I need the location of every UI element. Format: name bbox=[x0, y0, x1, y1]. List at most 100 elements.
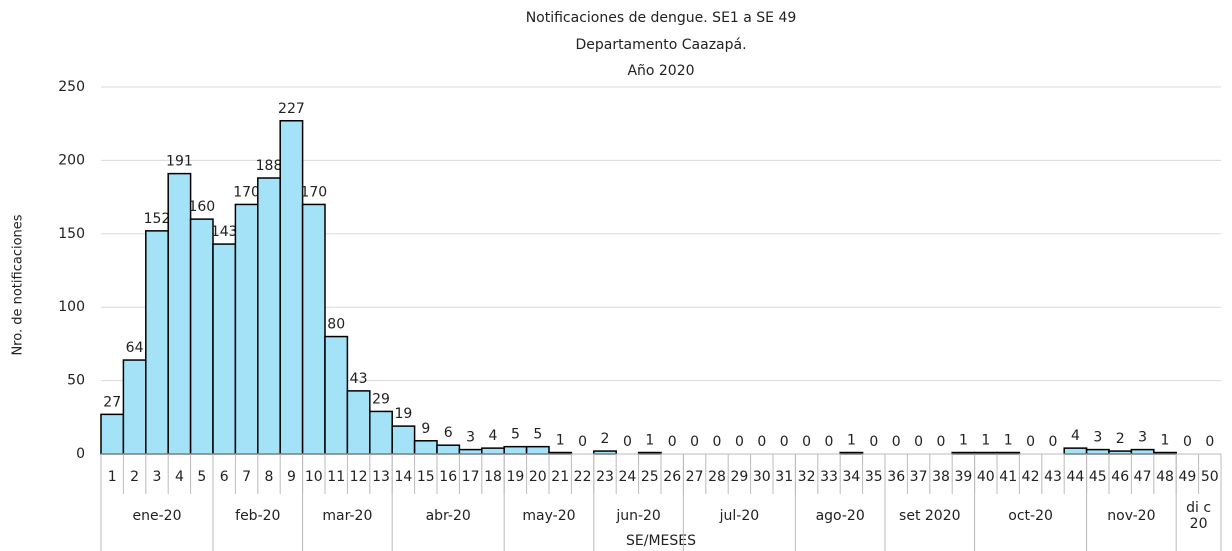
bar bbox=[1063, 447, 1088, 455]
x-tick-label: 20 bbox=[529, 469, 547, 485]
data-label: 1 bbox=[556, 433, 565, 449]
data-label: 2 bbox=[1116, 431, 1125, 447]
chart-title: Año 2020 bbox=[627, 63, 694, 79]
bar bbox=[391, 425, 416, 455]
x-tick-label: 24 bbox=[618, 469, 636, 485]
x-tick-label: 45 bbox=[1089, 469, 1107, 485]
data-label: 152 bbox=[144, 211, 171, 227]
x-tick-label: 21 bbox=[551, 469, 569, 485]
x-tick-label: 40 bbox=[977, 469, 995, 485]
data-label: 170 bbox=[300, 184, 327, 200]
data-label: 0 bbox=[713, 434, 722, 450]
x-tick-label: 33 bbox=[820, 469, 838, 485]
x-tick-label: 28 bbox=[708, 469, 726, 485]
data-label: 0 bbox=[668, 434, 677, 450]
x-tick-label: 11 bbox=[327, 469, 345, 485]
data-label: 0 bbox=[869, 434, 878, 450]
y-tick-label: 150 bbox=[58, 226, 85, 242]
x-tick-label: 34 bbox=[842, 469, 860, 485]
data-label: 1 bbox=[1161, 433, 1170, 449]
x-tick-label: 12 bbox=[350, 469, 368, 485]
x-axis-label: SE/MESES bbox=[626, 533, 696, 549]
data-label: 1 bbox=[981, 433, 990, 449]
data-label: 0 bbox=[735, 434, 744, 450]
bar bbox=[212, 243, 237, 455]
x-tick-label: 13 bbox=[372, 469, 390, 485]
bar bbox=[100, 413, 125, 455]
data-label: 0 bbox=[1026, 434, 1035, 450]
data-label: 0 bbox=[802, 434, 811, 450]
bar bbox=[436, 444, 461, 455]
data-label: 170 bbox=[233, 184, 260, 200]
data-label: 0 bbox=[825, 434, 834, 450]
data-label: 19 bbox=[394, 406, 412, 422]
data-label: 188 bbox=[256, 158, 283, 174]
data-label: 0 bbox=[757, 434, 766, 450]
y-tick-label: 100 bbox=[58, 299, 85, 315]
bar bbox=[1085, 448, 1110, 455]
month-label: feb-20 bbox=[235, 508, 281, 524]
data-label: 0 bbox=[690, 434, 699, 450]
bar bbox=[301, 203, 326, 455]
data-label: 0 bbox=[1205, 434, 1214, 450]
month-label: jul-20 bbox=[719, 508, 760, 524]
bar bbox=[369, 410, 393, 455]
data-label: 5 bbox=[533, 427, 542, 443]
x-tick-label: 23 bbox=[596, 469, 614, 485]
month-label: di c 20 bbox=[1186, 500, 1212, 532]
data-label: 191 bbox=[166, 154, 193, 170]
y-tick-label: 250 bbox=[58, 79, 85, 95]
bar bbox=[503, 445, 528, 455]
x-tick-label: 39 bbox=[954, 469, 972, 485]
bar bbox=[525, 445, 550, 455]
data-label: 227 bbox=[278, 101, 305, 117]
data-label: 4 bbox=[1071, 428, 1080, 444]
month-label: nov-20 bbox=[1107, 508, 1156, 524]
data-label: 0 bbox=[914, 434, 923, 450]
x-tick-label: 27 bbox=[686, 469, 704, 485]
x-tick-label: 46 bbox=[1111, 469, 1129, 485]
bar bbox=[189, 218, 214, 455]
bar bbox=[279, 120, 304, 455]
bar bbox=[167, 172, 192, 455]
x-tick-label: 49 bbox=[1178, 469, 1196, 485]
chart-title: Notificaciones de dengue. SE1 a SE 49 bbox=[526, 10, 797, 26]
x-tick-label: 25 bbox=[641, 469, 659, 485]
x-tick-label: 18 bbox=[484, 469, 502, 485]
data-label: 80 bbox=[327, 317, 345, 333]
data-label: 2 bbox=[601, 431, 610, 447]
x-tick-label: 16 bbox=[439, 469, 457, 485]
x-tick-label: 31 bbox=[775, 469, 793, 485]
x-tick-label: 26 bbox=[663, 469, 681, 485]
data-label: 29 bbox=[372, 391, 390, 407]
x-tick-label: 41 bbox=[999, 469, 1017, 485]
x-tick-label: 50 bbox=[1201, 469, 1219, 485]
data-label: 1 bbox=[1004, 433, 1013, 449]
month-label: abr-20 bbox=[425, 508, 471, 524]
data-label: 0 bbox=[1183, 434, 1192, 450]
bar bbox=[324, 335, 349, 455]
data-label: 1 bbox=[959, 433, 968, 449]
x-tick-label: 7 bbox=[242, 469, 251, 485]
data-label: 64 bbox=[126, 340, 144, 356]
month-label: oct-20 bbox=[1008, 508, 1053, 524]
y-axis-label: Nro. de notificaciones bbox=[11, 214, 26, 355]
x-tick-label: 10 bbox=[305, 469, 323, 485]
bar bbox=[481, 447, 505, 455]
data-label: 9 bbox=[421, 421, 430, 437]
data-label: 3 bbox=[1093, 430, 1102, 446]
bar bbox=[122, 359, 147, 455]
x-tick-label: 1 bbox=[108, 469, 117, 485]
x-tick-label: 3 bbox=[153, 469, 162, 485]
x-tick-label: 2 bbox=[130, 469, 139, 485]
bar bbox=[1130, 448, 1155, 455]
x-tick-label: 35 bbox=[865, 469, 883, 485]
y-tick-label: 200 bbox=[58, 152, 85, 168]
data-label: 0 bbox=[623, 434, 632, 450]
data-label: 43 bbox=[350, 371, 368, 387]
x-tick-label: 15 bbox=[417, 469, 435, 485]
x-tick-label: 37 bbox=[910, 469, 928, 485]
bar bbox=[413, 440, 438, 455]
y-tick-label: 50 bbox=[67, 373, 85, 389]
